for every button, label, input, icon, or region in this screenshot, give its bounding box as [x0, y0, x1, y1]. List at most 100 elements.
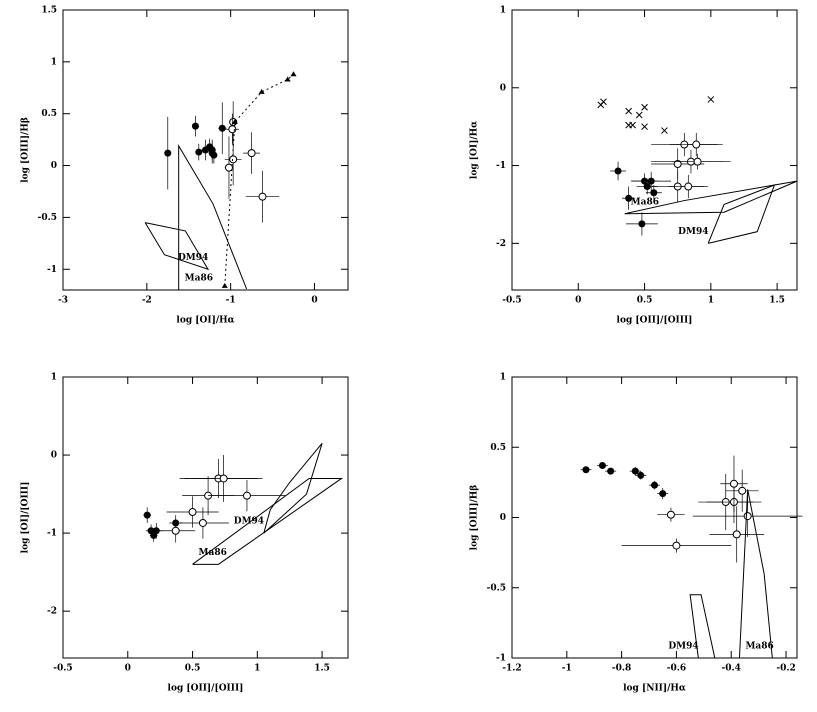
point — [290, 71, 297, 77]
point — [229, 155, 238, 164]
model-label: DM94 — [668, 642, 698, 652]
x-axis-label: log [OII]/[OIII] — [617, 316, 693, 326]
y-tick-label: 0.5 — [41, 109, 57, 119]
y-tick-label: -1 — [496, 654, 506, 664]
point — [188, 508, 197, 517]
y-tick-label: 1 — [51, 373, 57, 383]
y-tick-label: -2 — [496, 239, 506, 249]
x-tick-label: -0.8 — [612, 664, 631, 674]
point — [647, 177, 655, 185]
point — [684, 182, 693, 191]
y-axis-label: log [OI]/[OIII] — [21, 482, 31, 554]
point — [284, 76, 291, 82]
point — [672, 541, 681, 550]
x-tick-label: -1 — [562, 664, 572, 674]
model-curve — [263, 443, 323, 534]
point — [582, 466, 590, 474]
point — [247, 149, 256, 158]
point — [629, 121, 636, 129]
model-label: Ma86 — [185, 274, 213, 284]
model-curve — [707, 184, 776, 244]
point — [224, 163, 233, 172]
y-tick-label: 1 — [500, 373, 506, 383]
point — [218, 124, 226, 132]
point — [638, 220, 646, 228]
point — [650, 189, 658, 197]
x-tick-label: 1.5 — [314, 664, 330, 674]
model-label: Ma86 — [745, 642, 773, 652]
x-tick-label: 0.5 — [185, 664, 201, 674]
y-tick-label: -1 — [47, 529, 57, 539]
model-curve — [192, 477, 344, 565]
y-tick-label: -1 — [47, 265, 57, 275]
point — [651, 481, 658, 489]
point — [643, 183, 651, 191]
y-tick-label: 1 — [51, 57, 57, 67]
point — [637, 471, 645, 479]
model-curve — [689, 594, 716, 659]
point — [614, 167, 622, 175]
x-axis-label: log [OI]/Hα — [176, 316, 234, 326]
plot-frame — [62, 9, 349, 291]
point — [732, 530, 741, 539]
point — [258, 88, 265, 94]
point — [164, 149, 172, 157]
y-tick-label: 0 — [500, 513, 506, 523]
x-tick-label: 0.5 — [637, 296, 653, 306]
point — [729, 479, 738, 488]
x-tick-label: 0 — [125, 664, 131, 674]
point — [195, 148, 203, 156]
x-axis-label: log [NII]/Hα — [623, 684, 686, 694]
x-axis-label: log [OII]/[OIII] — [168, 684, 244, 694]
model-curve — [738, 489, 773, 659]
plot-frame — [511, 376, 798, 659]
model-label: DM94 — [178, 253, 208, 263]
model-label: Ma86 — [199, 548, 227, 558]
y-tick-label: 1.5 — [41, 6, 57, 16]
point — [673, 160, 682, 168]
point — [635, 111, 643, 119]
point — [242, 491, 251, 500]
x-tick-label: -0.4 — [722, 664, 741, 674]
point — [641, 123, 648, 131]
y-tick-label: 1 — [500, 6, 506, 16]
point — [219, 474, 228, 483]
y-tick-label: 0 — [51, 161, 57, 171]
point — [707, 96, 715, 103]
y-tick-label: -0.5 — [487, 583, 506, 593]
point — [743, 512, 752, 521]
x-tick-label: -1 — [226, 296, 236, 306]
model-label: DM94 — [234, 517, 264, 527]
point — [143, 511, 151, 519]
point — [598, 462, 606, 470]
point — [666, 510, 675, 519]
point — [208, 149, 216, 157]
y-tick-label: 0.5 — [490, 443, 506, 453]
point — [693, 157, 702, 166]
x-tick-label: 0 — [575, 296, 581, 306]
y-tick-label: 0 — [51, 451, 57, 461]
point — [625, 194, 633, 202]
x-tick-label: -0.2 — [776, 664, 795, 674]
point — [631, 467, 639, 475]
model-curve — [624, 180, 798, 215]
point — [231, 119, 238, 124]
point — [661, 127, 668, 134]
model-label: DM94 — [678, 227, 708, 237]
x-tick-label: -1.2 — [502, 664, 521, 674]
point — [198, 518, 207, 527]
y-tick-label: 0 — [500, 83, 506, 93]
point — [258, 192, 267, 201]
x-tick-label: -0.5 — [53, 664, 72, 674]
point — [171, 526, 180, 535]
model-label: Ma86 — [631, 197, 659, 207]
y-axis-label: log [OIII]/Hβ — [21, 117, 31, 183]
x-tick-label: 1 — [708, 296, 714, 306]
point — [191, 122, 199, 130]
x-tick-label: 1 — [254, 664, 260, 674]
model-curve — [144, 222, 210, 271]
point — [641, 103, 648, 111]
model-curve — [178, 144, 248, 290]
point — [625, 107, 633, 115]
point — [221, 282, 228, 288]
